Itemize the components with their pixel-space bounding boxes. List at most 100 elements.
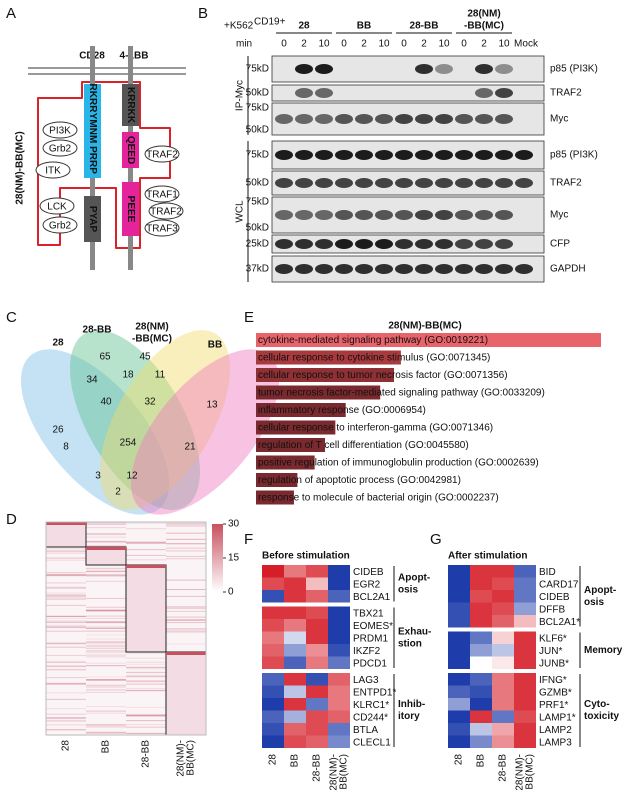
heat-cell [328, 673, 350, 686]
bar [256, 385, 381, 400]
heatmap-stripe [86, 679, 126, 681]
time-label: 0 [461, 39, 467, 50]
band [435, 114, 453, 124]
heatmap-stripe [46, 677, 86, 679]
heat-cell [328, 619, 350, 632]
heatmap-stripe [86, 679, 126, 681]
heat-cell [470, 656, 492, 669]
heat-cell [306, 698, 328, 711]
group-label: itory [398, 711, 420, 722]
heatmap-stripe [46, 551, 86, 553]
heat-cell [284, 577, 306, 590]
heatmap-stripe [86, 725, 126, 727]
heat-cell [448, 590, 470, 603]
heat-cell [470, 644, 492, 657]
heatmap-stripe [86, 684, 126, 686]
gene-label: ENTPD1* [353, 687, 396, 698]
heatmap-stripe [46, 665, 86, 667]
band [495, 210, 513, 220]
time-label: 2 [301, 39, 307, 50]
heat-cell [492, 698, 514, 711]
bb-motif-box [122, 132, 139, 168]
gene-label: TBX21 [353, 608, 384, 619]
band [415, 210, 433, 220]
band [375, 178, 393, 188]
heatmap-stripe [86, 567, 126, 569]
bar [256, 420, 336, 435]
heat-cell [492, 673, 514, 686]
heat-cell [328, 723, 350, 736]
heatmap-stripe [86, 630, 126, 632]
gene-label: BID [539, 567, 556, 578]
heatmap-stripe [126, 667, 166, 669]
section-label: IP-Myc [235, 80, 246, 111]
group-label: 28-BB [410, 21, 439, 32]
venn-set [99, 330, 231, 510]
heat-cell [470, 710, 492, 723]
heat-cell [328, 735, 350, 748]
heat-cell [470, 673, 492, 686]
colorbar-label: 0 [228, 587, 234, 598]
heatmap-stripe [46, 626, 86, 628]
heatmap-block [125, 564, 167, 653]
heatmap-stripe [166, 595, 206, 597]
heatmap-stripe [126, 689, 166, 691]
heatmap-stripe [126, 732, 166, 734]
bar [256, 403, 346, 417]
heatmap-stripe [86, 731, 126, 733]
heatmap-peak [126, 565, 166, 568]
heatmap-stripe [166, 532, 206, 534]
binder [35, 161, 71, 179]
heatmap-stripe [126, 688, 166, 690]
heatmap-stripe [46, 683, 86, 685]
protein-label: p85 (PI3K) [550, 64, 598, 75]
gene-label: CIDEB [539, 592, 570, 603]
venn-count: 11 [155, 370, 166, 381]
stimulus: +K562 [224, 21, 254, 32]
heatmap-stripe [126, 674, 166, 676]
band [515, 178, 533, 188]
heatmap-stripe [86, 536, 126, 538]
band [275, 114, 293, 124]
heat-cell [514, 602, 536, 615]
kd-label: 75kD [246, 197, 269, 208]
blot [271, 84, 545, 102]
heat-cell [448, 631, 470, 644]
heat-cell [262, 656, 284, 669]
heat-cell [470, 590, 492, 603]
heatmap-stripe [86, 643, 126, 645]
heat-cell [514, 631, 536, 644]
protein-label: TRAF2 [550, 88, 582, 99]
heatmap-stripe [46, 720, 86, 722]
heatmap-stripe [46, 571, 86, 573]
heatmap-stripe [46, 643, 86, 645]
column-label: BB [101, 740, 112, 754]
band [475, 114, 493, 124]
gene-label: IFNG* [539, 675, 567, 686]
motif-label: PEEE [125, 196, 136, 223]
heatmap-stripe [86, 533, 126, 535]
heatmap-stripe [46, 604, 86, 606]
panel-title: Before stimulation [262, 551, 350, 562]
term-label: regulation of apoptotic process (GO:0042… [258, 475, 461, 486]
heatmap-stripe [86, 712, 126, 714]
heatmap-stripe [46, 615, 86, 617]
group-label: osis [398, 584, 418, 595]
group-label: 28(NM) [467, 9, 500, 20]
band [275, 150, 293, 160]
heatmap-stripe [126, 732, 166, 734]
heatmap-stripe [46, 669, 86, 671]
heat-cell [306, 606, 328, 619]
binder [144, 219, 180, 237]
band [295, 210, 313, 220]
band [295, 150, 313, 160]
band [315, 150, 333, 160]
heatmap-stripe [86, 706, 126, 708]
heatmap-stripe [126, 522, 166, 524]
heatmap-stripe [86, 686, 126, 688]
band [315, 178, 333, 188]
heat-cell [306, 735, 328, 748]
band [495, 264, 513, 274]
gene-label: KLF6* [539, 633, 567, 644]
heat-cell [514, 656, 536, 669]
